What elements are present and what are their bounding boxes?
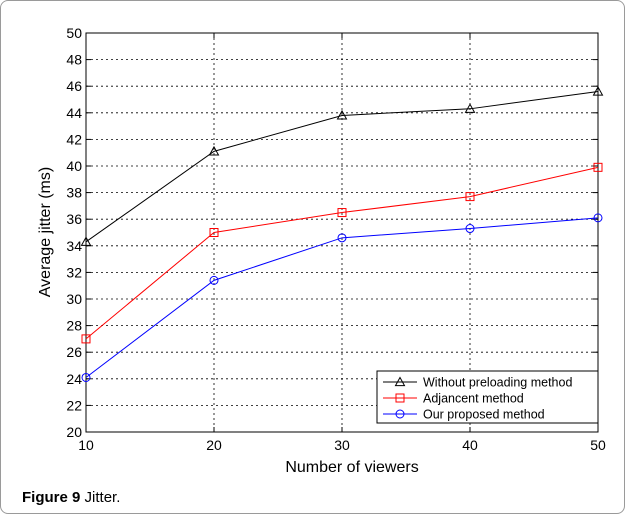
x-tick-label: 20 — [206, 437, 222, 453]
x-axis-title: Number of viewers — [285, 459, 418, 476]
figure-caption-text: Jitter. — [84, 489, 121, 506]
square-marker — [465, 192, 475, 202]
y-tick-label: 40 — [66, 158, 82, 174]
series-1 — [80, 85, 604, 246]
x-tick-label: 40 — [462, 437, 478, 453]
legend: Without preloading method Adjancent metho… — [376, 370, 599, 424]
square-marker — [209, 228, 219, 237]
circle-marker — [81, 372, 91, 382]
series-line — [85, 217, 599, 378]
x-tick-label: 50 — [590, 437, 606, 453]
square-marker — [81, 334, 91, 344]
y-tick-label: 38 — [66, 185, 82, 201]
series-3 — [81, 213, 603, 382]
y-tick-label: 36 — [66, 211, 82, 227]
y-tick-label: 26 — [66, 344, 82, 360]
y-tick-label: 42 — [66, 131, 82, 147]
figure-caption: Figure 9 Jitter. — [22, 489, 120, 506]
legend-label: Adjancent method — [423, 392, 524, 406]
y-tick-label: 48 — [66, 52, 82, 68]
legend-entry: Adjancent method — [383, 392, 524, 406]
triangle-marker — [208, 145, 220, 156]
series-line — [85, 166, 599, 340]
figure-frame — [0, 0, 625, 514]
y-tick-label: 34 — [66, 238, 82, 254]
y-tick-label: 22 — [66, 397, 82, 413]
triangle-marker — [394, 376, 406, 387]
x-tick-label: 10 — [78, 437, 94, 453]
y-tick-label: 30 — [66, 291, 82, 307]
y-tick-label: 24 — [66, 371, 82, 387]
y-tick-label: 28 — [66, 318, 82, 334]
legend-label: Without preloading method — [423, 376, 572, 390]
circle-marker — [465, 224, 475, 234]
circle-marker — [593, 213, 603, 223]
x-tick-label: 30 — [334, 437, 350, 453]
circle-marker — [337, 233, 347, 243]
triangle-marker — [592, 85, 604, 96]
series-line — [85, 91, 599, 243]
y-tick-label: 44 — [66, 105, 82, 121]
circle-marker — [209, 275, 219, 285]
y-tick-label: 32 — [66, 264, 82, 280]
series — [80, 85, 604, 382]
y-tick-label: 20 — [66, 424, 82, 440]
triangle-marker — [336, 109, 348, 120]
triangle-marker — [80, 236, 92, 246]
square-marker — [395, 393, 405, 403]
triangle-marker — [464, 103, 476, 113]
legend-label: Our proposed method — [423, 408, 545, 422]
square-marker — [593, 162, 603, 172]
figure-label: Figure 9 — [22, 489, 81, 506]
square-marker — [337, 208, 347, 218]
legend-entry: Our proposed method — [383, 408, 545, 422]
circle-marker — [395, 409, 405, 419]
y-tick-label: 50 — [66, 25, 82, 41]
y-axis-title: Average jitter (ms) — [37, 167, 54, 297]
series-2 — [81, 162, 603, 344]
y-tick-label: 46 — [66, 78, 82, 94]
legend-entry: Without preloading method — [383, 376, 572, 390]
